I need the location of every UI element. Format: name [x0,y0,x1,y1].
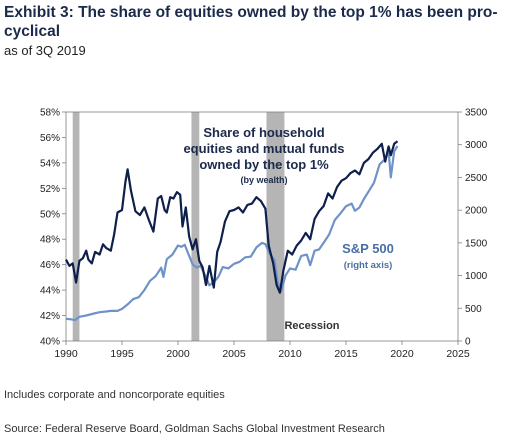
y-tick-label: 52% [40,184,60,195]
sp500-series-line [65,145,399,322]
y2-tick-label: 0 [465,337,471,348]
y2-tick-label: 2000 [465,206,488,217]
top1-label-line3: owned by the top 1% [199,157,329,172]
x-tick-label: 2005 [222,348,246,360]
y-tick-label: 40% [40,337,60,348]
recession-band-3 [266,112,285,341]
x-tick-label: 1990 [54,348,78,360]
top1-label-line4: (by wealth) [240,175,287,185]
y-tick-label: 56% [40,133,60,144]
top1-share-series-line [65,140,399,294]
x-tick-label: 2020 [390,348,414,360]
x-axis: 1990 1995 2000 2005 2010 2015 2020 2025 [54,341,470,360]
x-tick-label: 2010 [278,348,302,360]
x-tick-label: 1995 [110,348,134,360]
y2-tick-label: 500 [465,304,482,315]
y-tick-label: 42% [40,311,60,322]
line-chart: 1990 1995 2000 2005 2010 2015 2020 2025 40%42%4… [40,108,488,361]
source-note: Source: Federal Reserve Board, Goldman S… [4,423,385,435]
top1-label-line1: Share of household [203,125,324,140]
page-title: Exhibit 3: The share of equities owned b… [4,4,498,40]
y2-tick-label: 1500 [465,238,488,249]
y-tick-label: 50% [40,209,60,220]
footnote: Includes corporate and noncorporate equi… [4,389,225,401]
y-tick-label: 48% [40,235,60,246]
recession-label: Recession [284,320,339,332]
y2-tick-label: 3000 [465,140,488,151]
top1-label-line2: equities and mutual funds [183,141,344,156]
y2-tick-label: 2500 [465,173,488,184]
page-subtitle: as of 3Q 2019 [4,43,86,58]
recession-bands [72,112,285,341]
sp500-label-line2: (right axis) [344,260,393,271]
y-tick-label: 44% [40,286,60,297]
x-tick-label: 2000 [166,348,190,360]
y2-tick-label: 1000 [465,271,488,282]
y-tick-label: 46% [40,260,60,271]
plot-frame [65,111,459,342]
y-tick-label: 54% [40,158,60,169]
recession-band-2 [191,112,200,341]
y-tick-label: 58% [40,108,60,119]
y2-tick-label: 3500 [465,108,488,119]
recession-band-1 [72,112,80,341]
x-tick-label: 2025 [446,348,470,360]
sp500-label-line1: S&P 500 [342,241,394,256]
y-axis-right: 0 500 1000 1500 2000 2500 3000 3500 [458,108,488,348]
y-axis-left: 40% 42% 44% 46% 48% 50% 52% 54% 56% 58% [40,108,66,348]
x-tick-label: 2015 [334,348,358,360]
